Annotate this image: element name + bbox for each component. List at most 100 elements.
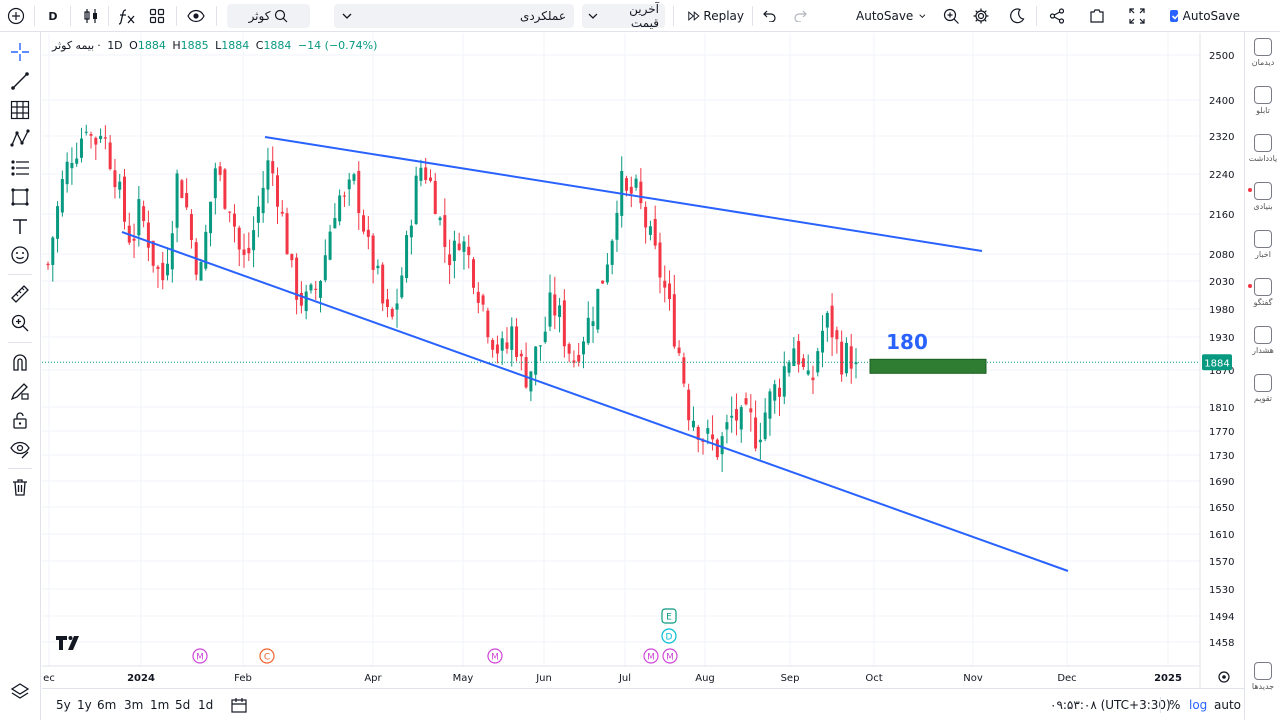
sidebar-item-calendar[interactable]: تقویم: [1245, 372, 1280, 416]
text-tool[interactable]: [8, 214, 32, 238]
event-marker-corporate[interactable]: [259, 648, 275, 664]
quick-search-button[interactable]: [940, 4, 962, 28]
snapshot-button[interactable]: [1086, 4, 1108, 28]
event-marker-label: M: [666, 653, 674, 663]
candle-body-down: [754, 417, 758, 449]
crosshair-tool[interactable]: [8, 40, 32, 64]
visibility-button[interactable]: [184, 4, 208, 28]
candle-body-up: [256, 206, 260, 223]
clock[interactable]: ۰۹:۵۳:۰۸ (UTC+3:30): [1050, 698, 1171, 712]
range-button-1m[interactable]: 1m: [150, 698, 170, 712]
magnet-tool[interactable]: [8, 350, 32, 374]
autosave-toggle[interactable]: AutoSave: [1170, 4, 1240, 28]
price-source-select[interactable]: آخرین قیمت: [582, 2, 665, 30]
emoji-tool[interactable]: [8, 243, 32, 267]
sidebar-item-watchlist[interactable]: دیدمان: [1245, 36, 1280, 80]
symbol-search-button[interactable]: کوثر: [227, 4, 310, 28]
range-button-1d[interactable]: 1d: [198, 698, 214, 712]
interval-button[interactable]: D: [48, 9, 58, 23]
pattern-tool[interactable]: [8, 127, 32, 151]
sidebar-item-label: هشدار: [1252, 346, 1274, 355]
remove-drawings-tool[interactable]: [8, 475, 32, 499]
candle-body-down: [218, 166, 222, 175]
event-marker-earnings[interactable]: [661, 608, 677, 624]
forecast-tool[interactable]: [8, 156, 32, 180]
redo-button[interactable]: [790, 4, 810, 28]
autosave-checkbox[interactable]: [1170, 10, 1181, 22]
candle-body-up: [352, 174, 356, 181]
study-select[interactable]: عملکردی: [334, 4, 574, 28]
chart-canvas[interactable]: 2500 2400 2320 2240 2160 2080 2030 1980 1930 1870…: [42, 33, 1243, 688]
trendline-upper-channel[interactable]: [264, 136, 983, 252]
candle-body-up: [261, 187, 265, 214]
candle-body-down: [663, 280, 667, 288]
replay-button[interactable]: Replay: [688, 4, 744, 28]
stay-in-drawing-tool[interactable]: [8, 379, 32, 403]
range-button-3m[interactable]: 3m: [124, 698, 144, 712]
candle-body-up: [175, 173, 179, 228]
event-marker-dividend[interactable]: [643, 648, 659, 664]
sidebar-item-chat[interactable]: گفتگو: [1245, 276, 1280, 320]
unlock-icon: [13, 412, 27, 429]
event-marker-dividend[interactable]: [661, 628, 677, 644]
fullscreen-button[interactable]: [1126, 4, 1148, 28]
sidebar-item-fundamental[interactable]: بنیادی: [1245, 180, 1280, 224]
event-marker-dividend[interactable]: [662, 648, 678, 664]
date-range-button[interactable]: [230, 696, 248, 713]
log-scale-button[interactable]: log: [1189, 698, 1208, 712]
candle-body-up: [414, 175, 418, 224]
candle-body-down: [486, 310, 490, 338]
autosave-menu-button[interactable]: AutoSave: [856, 4, 926, 28]
undo-button[interactable]: [760, 4, 780, 28]
candle-body-down: [371, 235, 375, 270]
annotation-text[interactable]: 180: [886, 330, 928, 354]
trendline-lower-channel[interactable]: [121, 231, 1069, 572]
auto-scale-button[interactable]: auto: [1214, 698, 1242, 712]
percent-scale-button[interactable]: %: [1169, 698, 1181, 712]
price-source-value: آخرین قیمت: [629, 2, 659, 30]
sidebar-item-label: تقویم: [1254, 394, 1272, 403]
sidebar-item-whats-new[interactable]: جدیدها: [1245, 660, 1280, 704]
lock-drawings-tool[interactable]: [8, 408, 32, 432]
whats-new-icon: [1254, 662, 1272, 680]
hide-drawings-tool[interactable]: [8, 437, 32, 461]
range-button-6m[interactable]: 6m: [97, 698, 117, 712]
object-tree-button[interactable]: [8, 680, 32, 704]
watchlist-icon: [1254, 38, 1272, 56]
time-tick-label: ec: [43, 673, 55, 684]
add-symbol-button[interactable]: [4, 4, 28, 28]
indicators-button[interactable]: [116, 4, 138, 28]
measure-tool[interactable]: [8, 282, 32, 306]
candle-body-down: [285, 213, 289, 255]
candle-body-down: [515, 326, 519, 357]
sidebar-item-board[interactable]: تابلو: [1245, 84, 1280, 128]
sidebar-item-alert[interactable]: هشدار: [1245, 324, 1280, 368]
price-tick-label: 2080: [1209, 250, 1234, 261]
fib-grid-tool[interactable]: [8, 98, 32, 122]
chart-pane[interactable]: 2500 2400 2320 2240 2160 2080 2030 1980 1930 1870…: [42, 33, 1243, 688]
axis-settings-icon[interactable]: [1218, 671, 1230, 683]
theme-toggle-button[interactable]: [1006, 4, 1028, 28]
chart-type-button[interactable]: [80, 4, 102, 28]
trendline-tool[interactable]: [8, 69, 32, 93]
shapes-tool[interactable]: [8, 185, 32, 209]
range-button-5y[interactable]: 5y: [56, 698, 71, 712]
range-button-1y[interactable]: 1y: [77, 698, 92, 712]
settings-button[interactable]: [970, 4, 992, 28]
price-tick-label: 1810: [1209, 403, 1234, 414]
candle-body-down: [424, 167, 428, 180]
sidebar-item-news[interactable]: اخبار: [1245, 228, 1280, 272]
tradingview-logo[interactable]: [54, 631, 84, 655]
share-button[interactable]: [1046, 4, 1068, 28]
sidebar-item-note[interactable]: یادداشت: [1245, 132, 1280, 176]
grid-layout-icon: [149, 8, 165, 24]
layouts-button[interactable]: [146, 4, 168, 28]
target-box[interactable]: [869, 358, 987, 374]
range-button-5d[interactable]: 5d: [175, 698, 191, 712]
event-marker-dividend[interactable]: [487, 648, 503, 664]
zoom-tool[interactable]: [8, 311, 32, 335]
candle-body-up: [204, 231, 208, 269]
candle-body-up: [821, 330, 825, 353]
event-marker-dividend[interactable]: [192, 648, 208, 664]
candle-body-down: [390, 308, 394, 317]
